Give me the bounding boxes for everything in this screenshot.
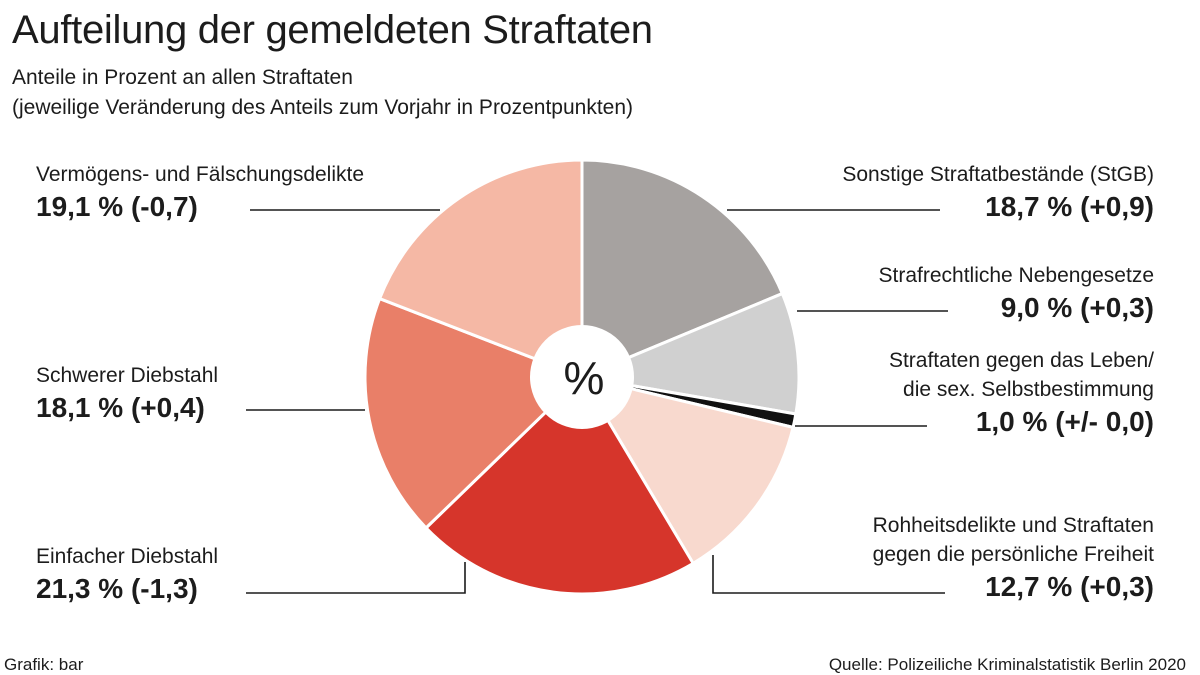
label-leben: Straftaten gegen das Leben/ die sex. Sel… xyxy=(889,346,1154,440)
label-rohheit-name-line1: Rohheitsdelikte und Straftaten xyxy=(872,514,1154,537)
label-einfacher-name: Einfacher Diebstahl xyxy=(36,545,219,568)
chart-title: Aufteilung der gemeldeten Straftaten xyxy=(12,8,653,52)
label-schwerer: Schwerer Diebstahl 18,1 % (+0,4) xyxy=(36,361,218,426)
graphic-credit: Grafik: bar xyxy=(4,655,84,674)
subtitle-line-1: Anteile in Prozent an allen Straftaten xyxy=(12,66,353,89)
pie-slices xyxy=(363,158,801,596)
label-einfacher: Einfacher Diebstahl 21,3 % (-1,3) xyxy=(36,542,218,607)
pie-center-hole xyxy=(530,325,634,429)
chart-subtitle: Anteile in Prozent an allen Straftaten (… xyxy=(12,63,633,123)
label-schwerer-value: 18,1 % (+0,4) xyxy=(36,392,205,423)
pie-slice-sonstige xyxy=(580,158,784,379)
label-sonstige-name: Sonstige Straftatbestände (StGB) xyxy=(842,163,1154,186)
subtitle-line-2: (jeweilige Veränderung des Anteils zum V… xyxy=(12,96,634,119)
leader-line-rohheit xyxy=(712,555,945,594)
pie-slice-nebengesetze xyxy=(580,292,801,416)
label-vermoegen-name: Vermögens- und Fälschungsdelikte xyxy=(36,163,365,186)
label-vermoegen-value: 19,1 % (-0,7) xyxy=(36,191,198,222)
source-note: Quelle: Polizeiliche Kriminalstatistik B… xyxy=(828,655,1186,674)
pie-slice-vermoegen xyxy=(378,158,584,379)
label-vermoegen: Vermögens- und Fälschungsdelikte 19,1 % … xyxy=(36,160,364,225)
label-leben-name-line1: Straftaten gegen das Leben/ xyxy=(888,349,1154,372)
label-sonstige: Sonstige Straftatbestände (StGB) 18,7 % … xyxy=(842,160,1154,225)
pie-slice-einfacher xyxy=(424,375,695,596)
label-nebengesetze-value: 9,0 % (+0,3) xyxy=(1000,292,1154,323)
pie-center-symbol: % xyxy=(564,352,605,404)
label-nebengesetze: Strafrechtliche Nebengesetze 9,0 % (+0,3… xyxy=(879,261,1155,326)
label-leben-value: 1,0 % (+/- 0,0) xyxy=(975,406,1154,437)
label-sonstige-value: 18,7 % (+0,9) xyxy=(985,191,1154,222)
label-leben-name-line2: die sex. Selbstbestimmung xyxy=(903,378,1154,401)
label-einfacher-value: 21,3 % (-1,3) xyxy=(36,573,198,604)
label-schwerer-name: Schwerer Diebstahl xyxy=(36,364,219,387)
label-rohheit-value: 12,7 % (+0,3) xyxy=(985,571,1154,602)
label-nebengesetze-name: Strafrechtliche Nebengesetze xyxy=(878,264,1155,287)
leader-line-einfacher xyxy=(246,562,466,594)
pie-slice-rohheit xyxy=(580,375,795,565)
pie-slice-schwerer xyxy=(363,297,584,530)
leader-lines xyxy=(246,209,948,594)
label-rohheit: Rohheitsdelikte und Straftaten gegen die… xyxy=(873,511,1154,605)
label-rohheit-name-line2: gegen die persönliche Freiheit xyxy=(872,543,1154,566)
